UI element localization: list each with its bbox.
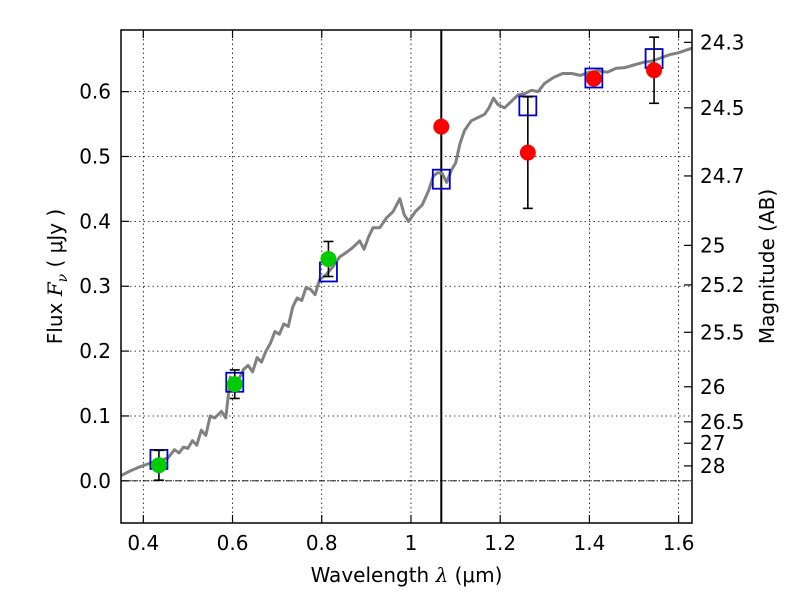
ticks: 0.4 0.6 0.8 1 1.2 1.4 1.6 0.0 0.1 0.2 0.3 0.4 0.5 0.6… [79, 30, 745, 555]
x-tick-label: 1 [405, 531, 418, 555]
magnitude-tick-label: 28 [700, 454, 725, 478]
right-axis-label: Magnitude (AB) [755, 189, 779, 344]
x-tick-label: 0.4 [127, 531, 159, 555]
x-label-suffix: (μm) [448, 563, 502, 587]
x-tick-label: 1.4 [573, 531, 605, 555]
red-point [585, 70, 602, 87]
magnitude-tick-label: 27 [700, 431, 725, 455]
x-tick-label: 0.6 [217, 531, 249, 555]
x-tick-label: 0.8 [306, 531, 338, 555]
y-tick-label: 0.0 [79, 469, 111, 493]
x-label-symbol: λ [435, 563, 449, 587]
green-point [226, 376, 243, 393]
y-tick-label: 0.1 [79, 404, 111, 428]
green-point [150, 457, 167, 474]
reference-lines [121, 30, 692, 523]
model-square [431, 168, 451, 190]
y-axis-label: Flux Fν ( μJy ) [43, 209, 71, 344]
magnitude-tick-label: 24.3 [700, 30, 745, 54]
y-label-prefix: Flux [43, 296, 67, 344]
magnitude-tick-label: 26 [700, 375, 725, 399]
magnitude-tick-label: 24.7 [700, 164, 745, 188]
template-spectrum [120, 46, 693, 477]
magnitude-tick-label: 25.2 [700, 273, 745, 297]
observed-photometry [150, 36, 663, 481]
magnitude-tick-label: 26.5 [700, 410, 745, 434]
model-square [584, 67, 604, 89]
spectrum-line [120, 46, 693, 477]
y-tick-label: 0.3 [79, 274, 111, 298]
red-point [433, 118, 450, 135]
x-tick-label: 1.2 [484, 531, 516, 555]
x-axis-label: Wavelength λ (μm) [311, 563, 503, 587]
red-point [519, 144, 536, 161]
y-tick-label: 0.4 [79, 209, 111, 233]
y-label-symbol: F [43, 281, 67, 297]
magnitude-tick-label: 24.5 [700, 96, 745, 120]
y-label-subscript: ν [55, 273, 71, 282]
x-label-prefix: Wavelength [311, 563, 436, 587]
y-tick-label: 0.6 [79, 80, 111, 104]
red-point [646, 62, 663, 79]
plot-frame [120, 29, 693, 524]
y-tick-label: 0.5 [79, 144, 111, 168]
y-tick-label: 0.2 [79, 339, 111, 363]
y-label-suffix: ( μJy ) [43, 209, 67, 274]
x-tick-label: 1.6 [663, 531, 695, 555]
magnitude-tick-label: 25.5 [700, 320, 745, 344]
magnitude-tick-label: 25 [700, 233, 725, 257]
green-point [320, 250, 337, 267]
